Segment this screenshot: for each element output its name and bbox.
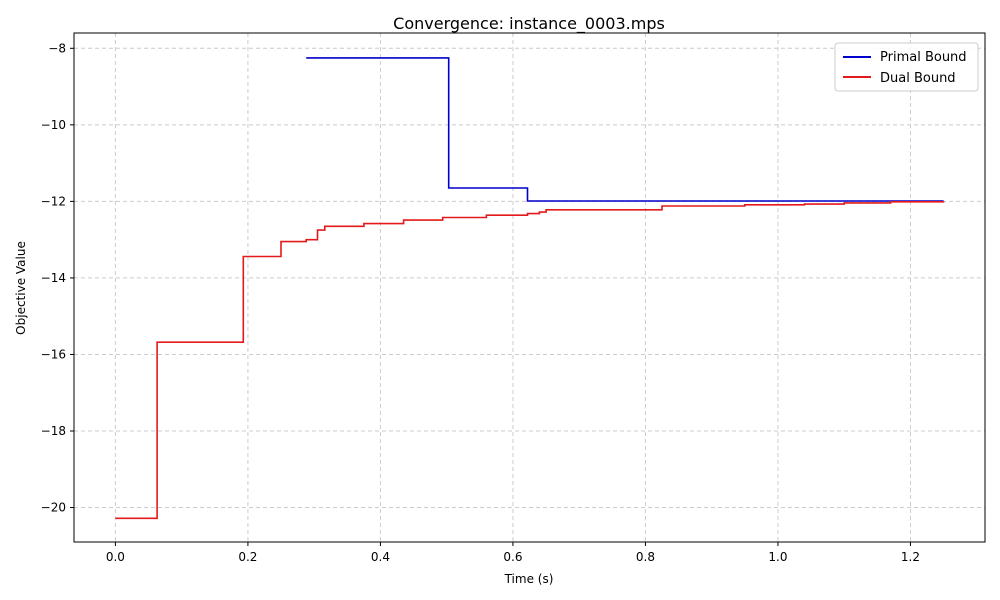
plot-area <box>74 33 985 542</box>
series-layer <box>115 57 945 520</box>
tick-layer: 0.0 0.2 0.4 0.6 0.8 1.0 1.2 −20 −18 −16 −14 −12 −10 −… <box>41 41 920 564</box>
x-tick-label: 0.8 <box>636 550 655 564</box>
y-tick-label: −8 <box>48 41 66 55</box>
x-tick-label: 0.4 <box>371 550 390 564</box>
x-tick-label: 0.2 <box>238 550 257 564</box>
primal-bound-line <box>306 57 944 202</box>
x-axis-title: Time (s) <box>504 572 554 586</box>
y-tick-label: −18 <box>41 424 66 438</box>
legend-dual-label: Dual Bound <box>880 71 956 86</box>
legend-box <box>834 42 979 92</box>
legend-primal-label: Primal Bound <box>880 50 967 65</box>
y-tick-label: −12 <box>41 194 66 208</box>
y-tick-label: −14 <box>41 271 66 285</box>
x-tick-label: 0.6 <box>503 550 522 564</box>
dual-bound-line <box>115 201 945 520</box>
y-tick-label: −16 <box>41 347 66 361</box>
y-tick-label: −20 <box>41 501 66 515</box>
y-tick-label: −10 <box>41 118 66 132</box>
plot-frame <box>73 32 986 543</box>
x-tick-label: 1.0 <box>768 550 787 564</box>
chart-title: Convergence: instance_0003.mps <box>393 14 665 34</box>
legend: Primal Bound Dual Bound <box>834 42 979 92</box>
grid-layer <box>74 33 985 542</box>
x-tick-label: 0.0 <box>106 550 125 564</box>
y-axis-title: Objective Value <box>14 241 28 335</box>
x-tick-label: 1.2 <box>901 550 920 564</box>
